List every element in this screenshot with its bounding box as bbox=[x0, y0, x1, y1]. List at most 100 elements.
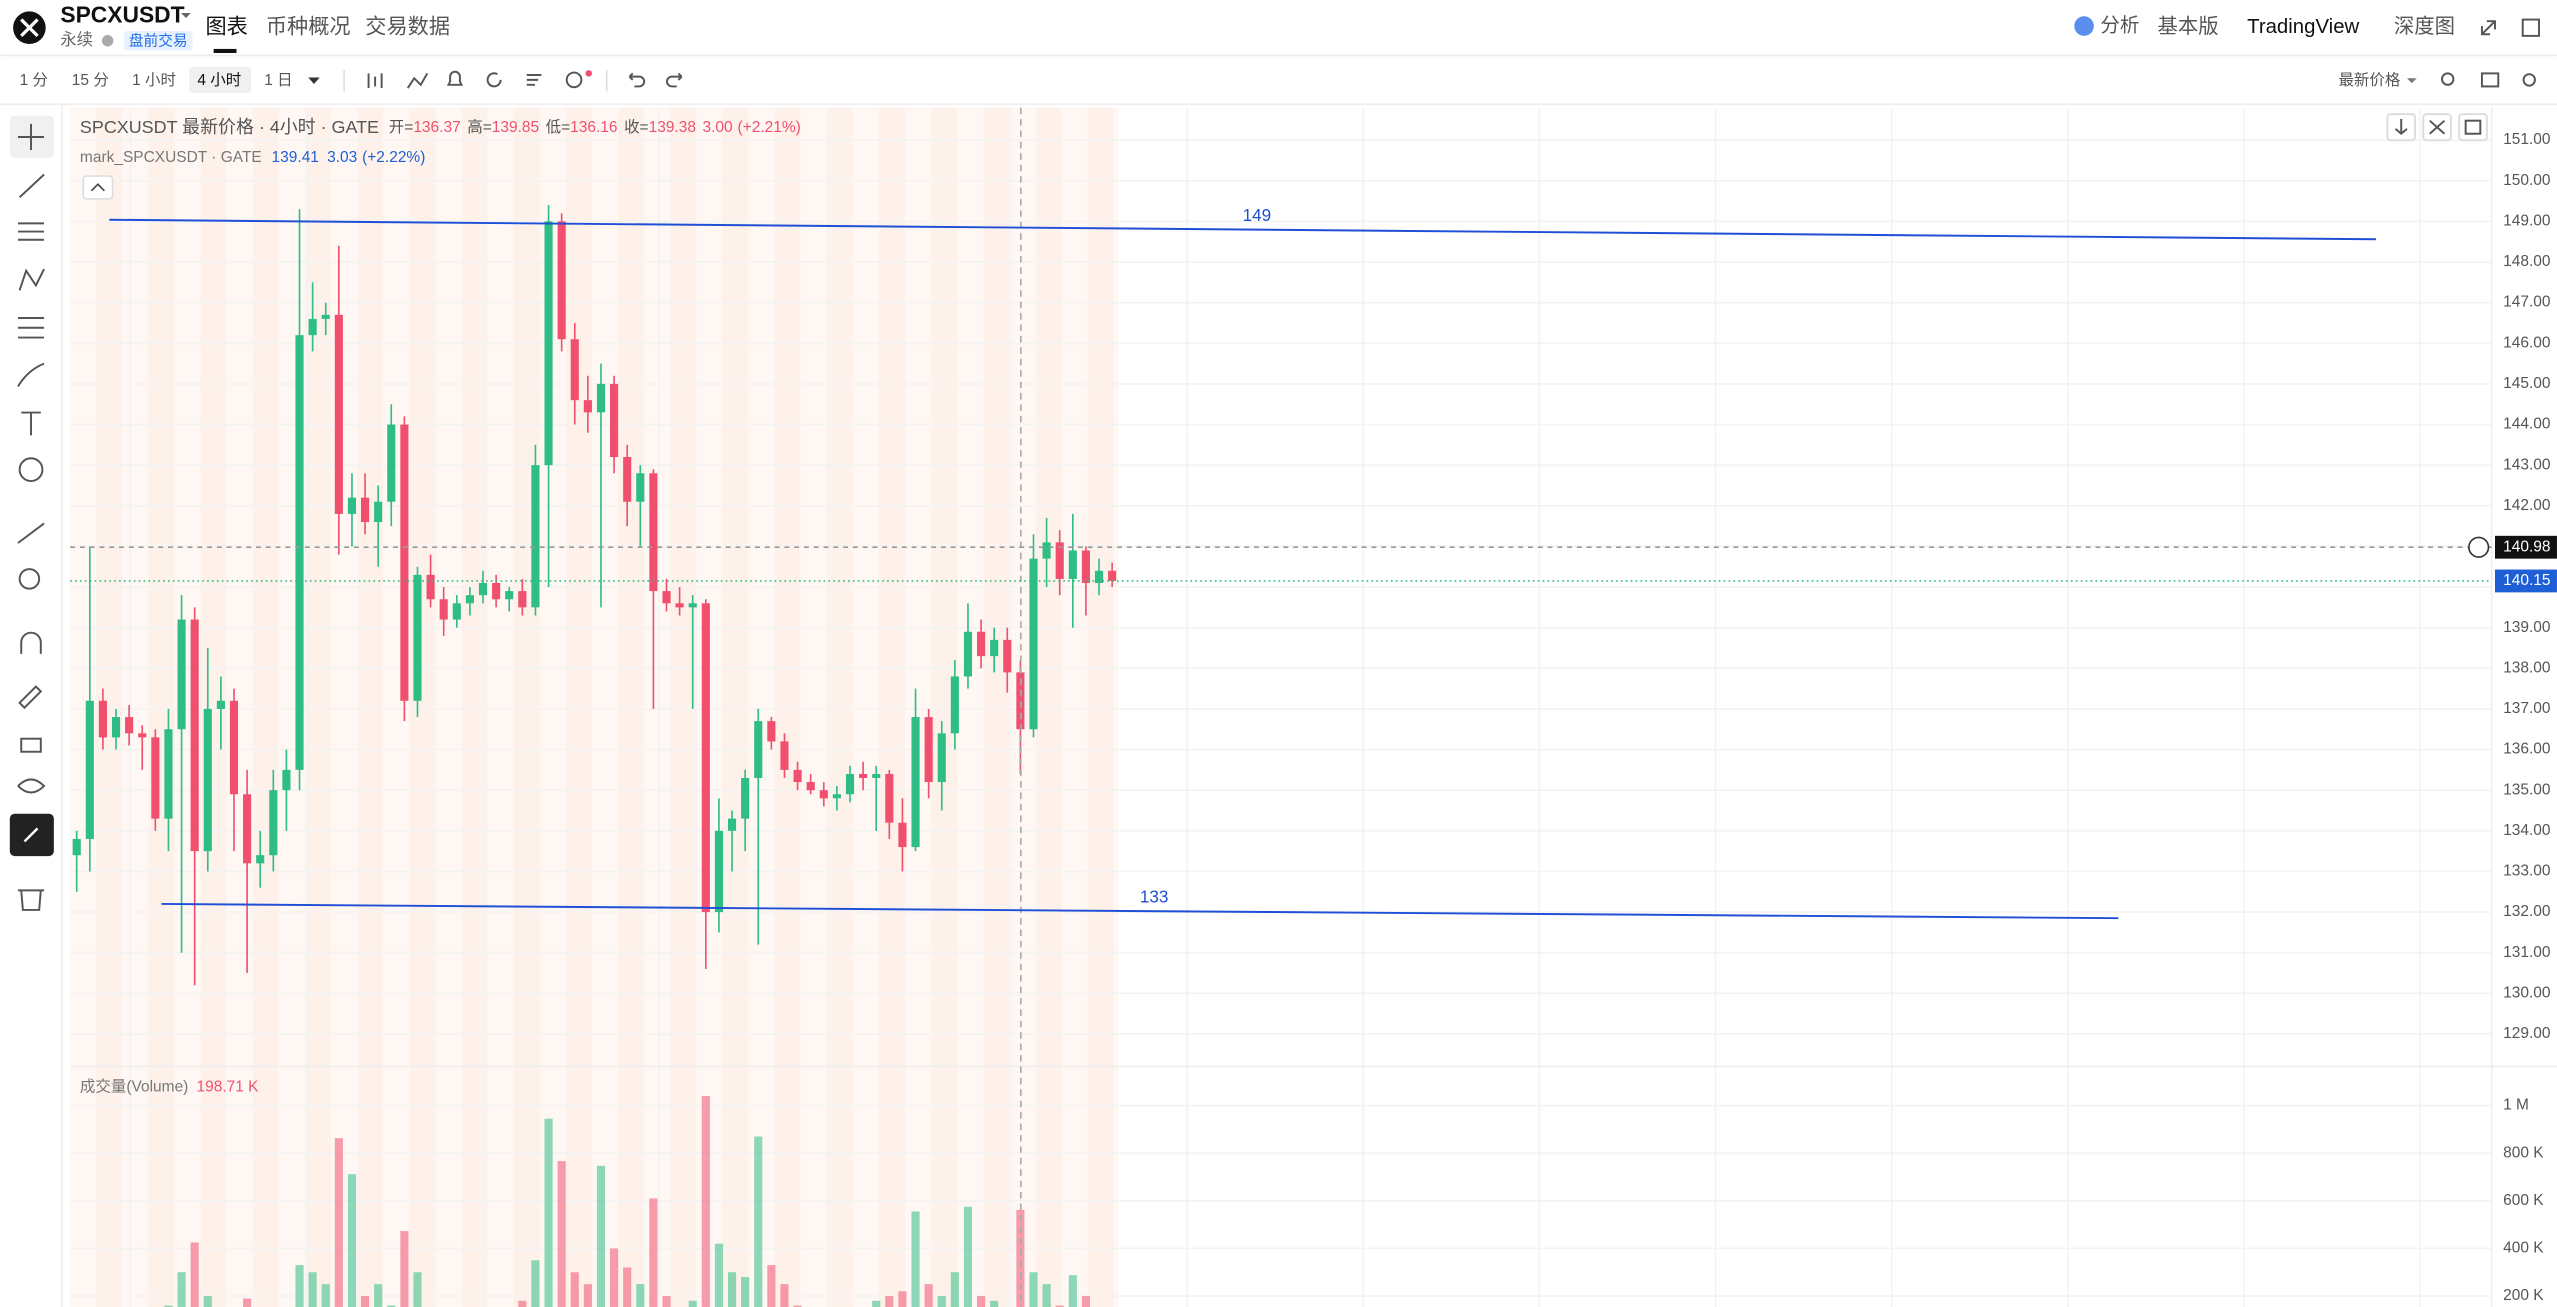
volume-bar bbox=[911, 1211, 920, 1307]
pane-button[interactable] bbox=[2386, 113, 2417, 142]
candle-body bbox=[977, 631, 986, 657]
redo-icon[interactable] bbox=[666, 72, 683, 88]
candle-body bbox=[1108, 570, 1117, 581]
add-alert-button[interactable] bbox=[2468, 536, 2490, 558]
session-shade bbox=[1113, 107, 1119, 1307]
text-tool[interactable] bbox=[21, 411, 41, 436]
session-shade bbox=[252, 107, 279, 1307]
trendline-tool[interactable] bbox=[18, 173, 45, 199]
y-tick-label: 139.00 bbox=[2503, 619, 2550, 636]
volume-tick-label: 600 K bbox=[2503, 1192, 2544, 1209]
window-icon[interactable] bbox=[2521, 18, 2541, 37]
expand-icon[interactable] bbox=[2480, 20, 2496, 36]
volume-bar bbox=[610, 1248, 619, 1307]
volume-bar bbox=[295, 1265, 304, 1307]
visibility-tool[interactable] bbox=[17, 778, 46, 794]
lock-tool[interactable] bbox=[20, 737, 42, 753]
replay-icon[interactable] bbox=[486, 72, 502, 88]
legend-open: 136.37 bbox=[413, 119, 460, 136]
tab[interactable]: 图表 bbox=[206, 14, 248, 38]
candle-body bbox=[229, 700, 239, 795]
magnet-tool[interactable] bbox=[20, 631, 42, 654]
session-shade bbox=[618, 107, 645, 1307]
ruler-tool[interactable] bbox=[17, 522, 45, 544]
emoji-tool[interactable] bbox=[18, 457, 44, 483]
volume-bar bbox=[649, 1198, 658, 1307]
badge-bg bbox=[123, 30, 193, 51]
session-shade bbox=[357, 107, 384, 1307]
tab[interactable]: 币种概况 bbox=[266, 14, 351, 38]
candle-type-icon[interactable] bbox=[367, 73, 383, 89]
alert-icon[interactable] bbox=[446, 70, 464, 86]
volume-bar bbox=[924, 1284, 933, 1307]
candle-body bbox=[1068, 550, 1077, 579]
volume-bar bbox=[360, 1296, 370, 1307]
tab[interactable]: 交易数据 bbox=[365, 14, 450, 38]
candle-body bbox=[701, 603, 710, 913]
analysis[interactable]: 分析 bbox=[2100, 14, 2139, 36]
interval[interactable]: 4 小时 bbox=[197, 71, 241, 89]
volume-bar bbox=[347, 1174, 357, 1307]
plugin-icon[interactable] bbox=[565, 71, 583, 89]
mark-legend-name: mark_SPCXUSDT · GATE bbox=[80, 149, 262, 166]
search-icon[interactable] bbox=[2441, 72, 2455, 86]
last-price-label: 140.98 bbox=[2503, 538, 2550, 555]
undo-icon[interactable] bbox=[628, 72, 646, 88]
candle-body bbox=[465, 595, 474, 604]
session-shade bbox=[644, 107, 671, 1307]
basic-view[interactable]: 基本版 bbox=[2157, 15, 2218, 38]
candle-body bbox=[177, 619, 186, 730]
delete-tool[interactable] bbox=[17, 889, 45, 911]
candle-body bbox=[636, 473, 645, 502]
candle-body bbox=[754, 721, 763, 779]
pane-button[interactable] bbox=[2422, 113, 2452, 142]
volume-bar bbox=[950, 1272, 959, 1307]
price-type[interactable]: 最新价格 bbox=[2338, 71, 2400, 89]
y-tick-label: 137.00 bbox=[2503, 700, 2550, 717]
candle-body bbox=[767, 721, 776, 742]
collapse-button[interactable] bbox=[82, 175, 114, 200]
zoom-tool[interactable] bbox=[18, 568, 41, 590]
pattern-tool[interactable] bbox=[18, 268, 45, 291]
volume-bar bbox=[727, 1272, 737, 1307]
crosshair-tool[interactable] bbox=[17, 123, 45, 151]
volume-bar bbox=[688, 1300, 697, 1307]
price-type-caret[interactable] bbox=[2406, 78, 2417, 84]
session-shade bbox=[1061, 107, 1088, 1307]
pane-button[interactable] bbox=[2458, 113, 2488, 142]
mark-legend: mark_SPCXUSDT · GATE 139.41 3.03 (+2.22%) bbox=[80, 149, 425, 166]
symbol[interactable]: SPCXUSDT bbox=[60, 1, 184, 27]
volume-bar bbox=[308, 1272, 317, 1307]
session-shade bbox=[957, 107, 984, 1307]
pane-max-icon bbox=[2464, 119, 2482, 135]
mark-legend-change: 3.03 bbox=[327, 149, 357, 166]
session-shade bbox=[383, 107, 410, 1307]
projection-tool[interactable] bbox=[17, 317, 45, 339]
info-icon[interactable] bbox=[101, 35, 114, 47]
candle-body bbox=[623, 457, 632, 502]
settings-icon[interactable] bbox=[2522, 73, 2536, 87]
candle-body bbox=[596, 383, 606, 413]
interval[interactable]: 1 分 bbox=[20, 71, 48, 89]
interval[interactable]: 1 小时 bbox=[132, 71, 176, 89]
analysis-icon[interactable] bbox=[2074, 16, 2094, 36]
interval[interactable]: 1 日 bbox=[264, 72, 292, 89]
lock-draw-tool[interactable] bbox=[18, 685, 43, 710]
legend-change-pct: (+2.21%) bbox=[738, 119, 801, 136]
fib-tool[interactable] bbox=[17, 222, 45, 241]
candle-body bbox=[1016, 672, 1025, 730]
camera-icon[interactable] bbox=[2480, 72, 2500, 88]
candle-body bbox=[295, 335, 304, 770]
indicator-icon[interactable] bbox=[406, 72, 429, 89]
candle-body bbox=[505, 591, 514, 600]
template-icon[interactable] bbox=[526, 74, 542, 86]
brush-tool[interactable] bbox=[17, 362, 45, 387]
depth[interactable]: 深度图 bbox=[2394, 15, 2455, 38]
candle-body bbox=[216, 700, 225, 709]
interval-caret[interactable] bbox=[308, 77, 320, 84]
tradingview[interactable]: TradingView bbox=[2247, 16, 2359, 38]
symbol-caret[interactable] bbox=[181, 13, 191, 18]
session-shade bbox=[122, 107, 149, 1307]
interval[interactable]: 15 分 bbox=[72, 71, 109, 89]
volume-bar bbox=[596, 1165, 606, 1307]
